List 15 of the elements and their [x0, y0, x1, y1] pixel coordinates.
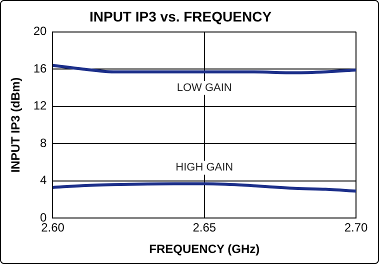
- series-label: HIGH GAIN: [176, 162, 234, 174]
- y-tick-label: 8: [40, 136, 48, 150]
- x-tick-label: 2.65: [192, 220, 216, 235]
- chart-title: INPUT IP3 vs. FREQUENCY: [89, 8, 272, 24]
- y-tick-label: 12: [33, 98, 48, 113]
- y-axis-title: INPUT IP3 (dBm): [8, 77, 23, 173]
- y-tick-label: 20: [33, 24, 48, 38]
- x-axis-title: FREQUENCY (GHz): [149, 242, 260, 256]
- series-label: LOW GAIN: [176, 82, 232, 94]
- y-tick-label: 16: [33, 61, 48, 76]
- line-series: [52, 182, 356, 193]
- x-tick-label: 2.60: [41, 220, 65, 235]
- y-tick-label: 4: [40, 173, 48, 188]
- x-tick-label: 2.70: [344, 220, 368, 235]
- line-series: [52, 64, 356, 74]
